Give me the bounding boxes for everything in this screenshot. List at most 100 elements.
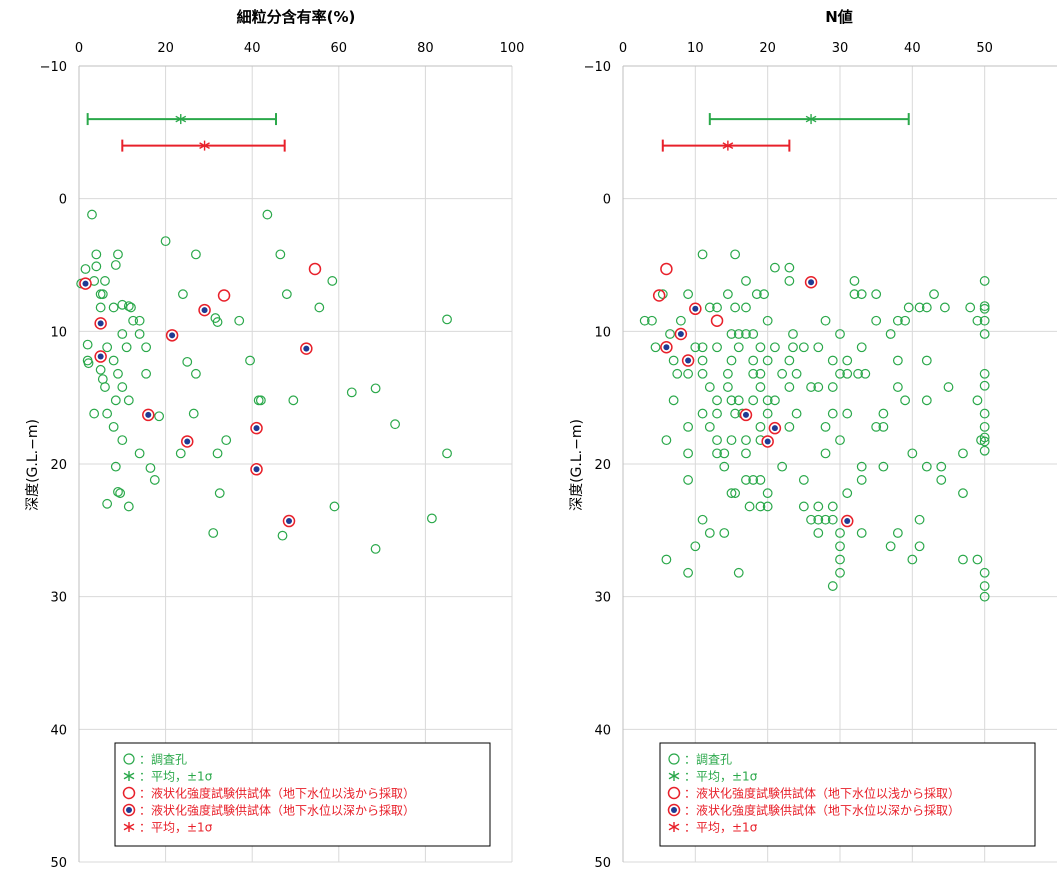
specimen-deep-point <box>840 514 854 528</box>
survey-hole-point <box>719 528 730 538</box>
survey-hole-point <box>722 289 733 300</box>
y-tick-label: 50 <box>50 856 67 871</box>
x-tick-label: 20 <box>759 41 776 56</box>
x-tick-label: 0 <box>619 41 627 56</box>
survey-hole-point <box>762 501 773 512</box>
survey-hole-point <box>878 408 889 419</box>
survey-hole-point <box>806 514 816 525</box>
specimen-shallow-point <box>710 314 724 327</box>
legend-label: ：平均，±1σ <box>139 821 213 835</box>
survey-hole-point <box>979 581 990 591</box>
survey-hole-point <box>726 329 737 339</box>
x-tick-label: 100 <box>500 41 525 56</box>
survey-hole-point <box>730 408 741 419</box>
survey-hole-point <box>697 355 708 366</box>
survey-hole-point <box>856 289 867 300</box>
survey-hole-point <box>329 501 340 512</box>
y-tick-label: 0 <box>59 193 67 208</box>
survey-hole-point <box>426 513 437 524</box>
specimen-deep-dot <box>169 332 176 339</box>
survey-hole-point <box>314 302 325 313</box>
survey-hole-point <box>748 395 759 406</box>
survey-hole-point <box>100 276 110 286</box>
survey-hole-point <box>733 329 744 339</box>
survey-hole-point <box>835 554 845 565</box>
chart-1: 細粒分含有率(%) 0 20 40 60 80 100 −10 0 10 20 30 40 50 深度(G.… <box>25 8 524 871</box>
survey-hole-point <box>741 276 751 286</box>
survey-hole-point <box>820 448 831 459</box>
survey-hole-point <box>751 289 762 300</box>
survey-hole-point <box>100 382 110 392</box>
legend-marker <box>123 822 135 832</box>
survey-hole-point <box>647 315 657 326</box>
survey-hole-point <box>813 382 824 392</box>
specimen-deep-point <box>142 408 155 422</box>
survey-hole-point <box>777 368 788 379</box>
survey-hole-point <box>979 445 990 456</box>
specimen-deep-point <box>250 421 263 435</box>
survey-hole-point <box>149 475 160 485</box>
legend: ：調査孔 ：平均，±1σ ：液状化強度試験供試体（地下水位以浅から採取） ：液状化強度… <box>114 742 491 847</box>
survey-hole-point <box>275 249 286 260</box>
survey-hole-point <box>885 541 896 552</box>
specimen-deep-point <box>198 303 211 317</box>
x-tick-label: 60 <box>331 41 348 56</box>
survey-hole-point <box>798 342 809 353</box>
specimen-deep-point <box>761 435 774 448</box>
survey-hole-point <box>722 382 733 392</box>
survey-hole-point <box>80 264 91 274</box>
survey-hole-point <box>212 317 223 327</box>
survey-hole-point <box>759 289 769 300</box>
survey-hole-point <box>835 528 845 538</box>
legend-marker <box>667 786 681 800</box>
survey-hole-point <box>123 395 134 406</box>
specimen-shallow-point <box>652 289 666 302</box>
survey-hole-point <box>860 368 871 379</box>
survey-hole-point <box>683 368 693 379</box>
asterisk-stroke <box>199 142 210 149</box>
survey-hole-point <box>221 435 232 446</box>
survey-hole-point <box>719 448 730 459</box>
legend-label: ：調査孔 <box>139 753 187 767</box>
mean-asterisk <box>199 140 210 151</box>
y-tick-label: 10 <box>594 325 611 340</box>
survey-hole-point <box>154 411 165 422</box>
survey-hole-point <box>806 382 816 392</box>
survey-hole-point <box>281 289 292 300</box>
specimen-deep-dot <box>82 280 89 287</box>
survey-hole-point <box>262 209 273 220</box>
mean-asterisk <box>805 114 817 125</box>
survey-hole-point <box>668 355 679 366</box>
survey-hole-point <box>212 448 223 459</box>
survey-hole-point <box>712 435 722 446</box>
survey-hole-point <box>835 368 845 379</box>
y-axis-title: 深度(G.L.−m) <box>25 419 41 511</box>
survey-hole-point <box>827 581 838 591</box>
survey-hole-point <box>755 475 766 485</box>
survey-hole-point <box>97 374 108 384</box>
survey-hole-point <box>849 276 860 286</box>
survey-hole-point <box>798 475 809 485</box>
survey-hole-point <box>730 302 741 313</box>
survey-hole-point <box>958 448 968 459</box>
specimen-deep-dot <box>685 357 692 364</box>
survey-hole-point <box>798 501 809 512</box>
survey-hole-point <box>390 419 400 430</box>
survey-hole-point <box>835 541 845 552</box>
survey-hole-point <box>979 301 990 312</box>
survey-hole-point <box>712 448 722 459</box>
red-mean-sigma-bar <box>661 139 791 152</box>
specimen-deep-point <box>739 408 753 422</box>
survey-hole-point <box>82 339 93 350</box>
specimen-deep-point <box>250 463 263 476</box>
survey-hole-point <box>939 302 950 313</box>
specimen-deep-point <box>768 421 782 435</box>
specimen-shallow-point <box>217 289 231 302</box>
specimen-deep-point <box>660 341 673 354</box>
survey-hole-point <box>813 514 824 525</box>
survey-hole-point <box>704 382 715 392</box>
legend-marker-dot <box>126 807 132 813</box>
survey-hole-point <box>907 448 918 459</box>
survey-hole-point <box>762 315 773 326</box>
